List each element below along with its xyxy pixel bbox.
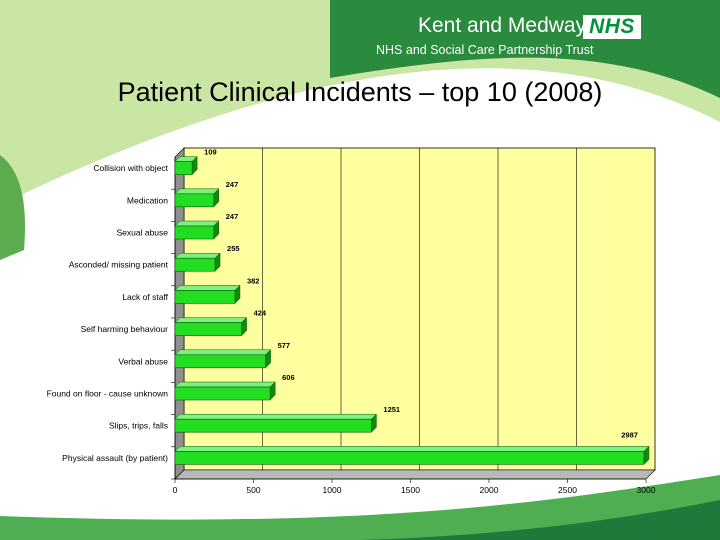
- chart-floor: [174, 469, 656, 480]
- trust-header: Kent and Medway NHS NHS and Social Care …: [360, 0, 720, 70]
- x-tick-label: 2000: [480, 485, 499, 495]
- data-label: 109: [204, 148, 217, 157]
- page-title: Patient Clinical Incidents – top 10 (200…: [117, 77, 603, 107]
- bar-top: [174, 413, 378, 420]
- category-label: Slips, trips, falls: [109, 421, 168, 431]
- nhs-logo: NHS: [583, 15, 641, 39]
- data-label: 577: [278, 341, 291, 350]
- bar-top: [174, 252, 221, 259]
- bar: [174, 290, 236, 304]
- bar-top: [174, 220, 220, 227]
- bar-top: [174, 446, 650, 452]
- organisation-name: Kent and Medway: [418, 14, 587, 37]
- footer-dark-wave: [360, 500, 720, 540]
- organisation-subtitle: NHS and Social Care Partnership Trust: [376, 43, 594, 57]
- x-tick-label: 3000: [637, 485, 656, 495]
- category-label: Physical assault (by patient): [62, 453, 168, 463]
- x-tick-label: 2500: [558, 485, 577, 495]
- bar-top: [174, 381, 276, 388]
- category-label: Verbal abuse: [118, 356, 168, 366]
- category-label: Asconded/ missing patient: [69, 260, 169, 270]
- bar: [174, 161, 193, 175]
- bar-top: [174, 349, 272, 356]
- footer-green-wave: [0, 475, 720, 540]
- data-label: 424: [254, 309, 267, 318]
- bar: [174, 193, 215, 208]
- category-label: Found on floor - cause unknown: [47, 389, 169, 399]
- bar-top: [174, 188, 220, 195]
- bar-top: [174, 285, 241, 291]
- data-label: 247: [226, 180, 239, 189]
- bar: [174, 386, 271, 401]
- bar: [174, 418, 372, 433]
- x-tick-label: 500: [246, 485, 260, 495]
- x-tick-label: 0: [173, 485, 178, 495]
- category-label: Self harming behaviour: [81, 324, 169, 334]
- x-tick-label: 1000: [323, 485, 342, 495]
- x-tick-label: 1500: [401, 485, 420, 495]
- category-label: Sexual abuse: [116, 228, 168, 238]
- data-label: 1251: [383, 405, 400, 414]
- left-green-stripe: [0, 155, 25, 260]
- data-label: 382: [247, 276, 260, 285]
- bar: [174, 451, 645, 465]
- category-label: Collision with object: [93, 163, 168, 173]
- data-label: 247: [226, 212, 239, 221]
- bar: [174, 354, 266, 369]
- bar: [174, 257, 216, 272]
- category-label: Medication: [127, 195, 168, 205]
- data-label: 2987: [621, 430, 638, 439]
- data-label: 606: [282, 373, 295, 382]
- category-label: Lack of staff: [122, 292, 168, 302]
- bar: [174, 322, 242, 336]
- bar: [174, 225, 215, 240]
- bar-top: [174, 317, 248, 323]
- data-label: 255: [227, 244, 240, 253]
